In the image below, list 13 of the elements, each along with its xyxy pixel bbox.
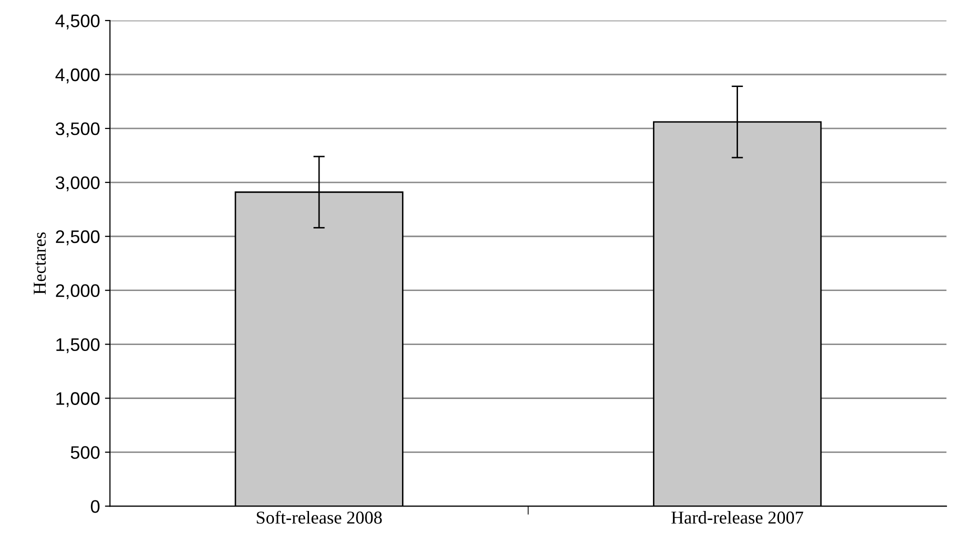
y-tick-label: 2,500	[56, 230, 100, 246]
y-tick-label: 500	[70, 446, 100, 459]
x-tick-label: Soft-release 2008	[256, 510, 382, 524]
y-tick-label: 2,000	[56, 284, 100, 300]
y-tick-label: 0	[90, 500, 100, 513]
y-axis-title: Hectares	[34, 232, 46, 294]
y-tick-label: 1,000	[56, 392, 100, 408]
y-tick-label: 3,500	[56, 122, 100, 138]
y-tick-label: 3,000	[56, 176, 100, 192]
x-tick-label: Hard-release 2007	[671, 511, 804, 524]
y-tick-label: 4,000	[55, 68, 100, 84]
y-tick-label: 1,500	[56, 338, 100, 354]
y-tick-label: 4,500	[55, 14, 100, 30]
